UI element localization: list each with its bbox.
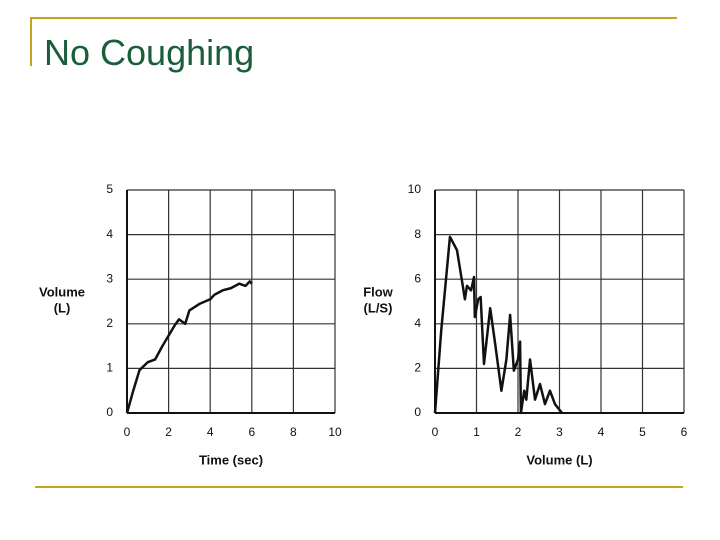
- y-tick-label: 3: [106, 271, 113, 285]
- x-tick-label: 6: [681, 425, 688, 439]
- y-axis-label: Volume: [39, 284, 85, 299]
- x-tick-label: 0: [124, 425, 131, 439]
- x-axis-label: Volume (L): [526, 452, 592, 467]
- x-tick-label: 10: [328, 425, 342, 439]
- slide-title: No Coughing: [44, 32, 254, 73]
- y-tick-label: 10: [408, 182, 422, 196]
- x-tick-label: 2: [165, 425, 172, 439]
- y-tick-label: 6: [414, 271, 421, 285]
- data-line: [125, 280, 253, 414]
- x-tick-label: 4: [207, 425, 214, 439]
- x-tick-label: 2: [515, 425, 522, 439]
- x-tick-label: 4: [598, 425, 605, 439]
- x-tick-label: 8: [290, 425, 297, 439]
- x-tick-label: 0: [432, 425, 439, 439]
- y-tick-label: 4: [106, 227, 113, 241]
- y-tick-label: 5: [106, 182, 113, 196]
- y-tick-label: 4: [414, 316, 421, 330]
- y-tick-label: 1: [106, 361, 113, 375]
- y-tick-label: 0: [106, 405, 113, 419]
- y-axis-label: (L/S): [364, 300, 393, 315]
- x-tick-label: 1: [473, 425, 480, 439]
- y-tick-label: 2: [414, 361, 421, 375]
- y-axis-label: (L): [54, 300, 71, 315]
- y-tick-label: 8: [414, 227, 421, 241]
- y-axis-label: Flow: [363, 284, 393, 299]
- data-line: [433, 235, 563, 415]
- x-tick-label: 5: [639, 425, 646, 439]
- x-tick-label: 6: [248, 425, 255, 439]
- y-tick-label: 0: [414, 405, 421, 419]
- x-tick-label: 3: [556, 425, 563, 439]
- x-axis-label: Time (sec): [199, 452, 263, 467]
- y-tick-label: 2: [106, 316, 113, 330]
